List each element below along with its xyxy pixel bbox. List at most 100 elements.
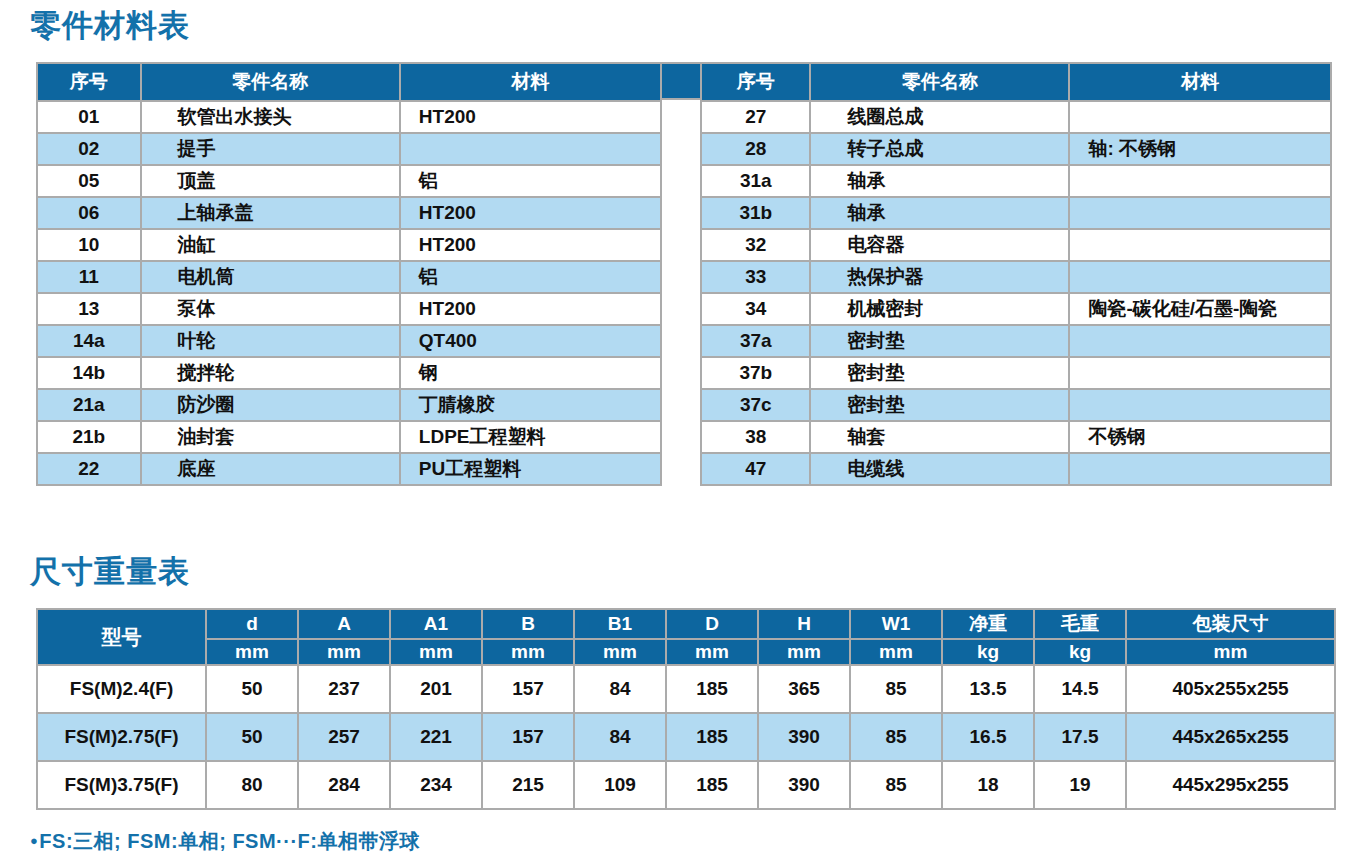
part-name-cell: 密封垫	[810, 389, 1069, 421]
table-row: 11电机筒铝	[37, 261, 661, 293]
unit-cell: mm	[850, 639, 942, 665]
header-row: 序号 零件名称 材料	[701, 63, 1331, 101]
table-row: 01软管出水接头HT200	[37, 101, 661, 133]
col-header-package-size: 包装尺寸	[1126, 609, 1335, 639]
part-material-cell: HT200	[400, 197, 661, 229]
table-row: FS(M)2.4(F) 50 237 201 157 84 185 365 85…	[37, 665, 1335, 713]
value-cell: 185	[666, 761, 758, 809]
part-name-cell: 软管出水接头	[141, 101, 400, 133]
value-cell: 13.5	[942, 665, 1034, 713]
table-row: 27线圈总成	[701, 101, 1331, 133]
part-material-cell: 轴: 不锈钢	[1069, 133, 1331, 165]
part-material-cell	[1069, 389, 1331, 421]
value-cell: 85	[850, 713, 942, 761]
table-row: 22底座PU工程塑料	[37, 453, 661, 485]
value-cell: 19	[1034, 761, 1126, 809]
value-cell: 201	[390, 665, 482, 713]
part-name-cell: 密封垫	[810, 325, 1069, 357]
value-cell: 157	[482, 665, 574, 713]
part-name-cell: 热保护器	[810, 261, 1069, 293]
part-index-cell: 11	[37, 261, 141, 293]
table-row: 28转子总成轴: 不锈钢	[701, 133, 1331, 165]
value-cell: 185	[666, 665, 758, 713]
part-name-cell: 轴承	[810, 197, 1069, 229]
part-index-cell: 31a	[701, 165, 810, 197]
value-cell: 109	[574, 761, 666, 809]
col-header-d: d	[206, 609, 298, 639]
part-index-cell: 05	[37, 165, 141, 197]
col-header-b: B	[482, 609, 574, 639]
unit-cell: mm	[1126, 639, 1335, 665]
col-header-index: 序号	[701, 63, 810, 101]
value-cell: 390	[758, 761, 850, 809]
value-cell: 221	[390, 713, 482, 761]
part-index-cell: 06	[37, 197, 141, 229]
col-header-dd: D	[666, 609, 758, 639]
col-header-h: H	[758, 609, 850, 639]
part-material-cell	[1069, 101, 1331, 133]
table-row: 37a密封垫	[701, 325, 1331, 357]
part-name-cell: 叶轮	[141, 325, 400, 357]
unit-cell: mm	[390, 639, 482, 665]
value-cell: 365	[758, 665, 850, 713]
value-cell: 84	[574, 713, 666, 761]
table-row: 14a叶轮QT400	[37, 325, 661, 357]
table-row: FS(M)3.75(F) 80 284 234 215 109 185 390 …	[37, 761, 1335, 809]
part-material-cell: 钢	[400, 357, 661, 389]
table-row: 06上轴承盖HT200	[37, 197, 661, 229]
value-cell: 85	[850, 761, 942, 809]
part-name-cell: 提手	[141, 133, 400, 165]
part-index-cell: 10	[37, 229, 141, 261]
part-material-cell	[1069, 325, 1331, 357]
col-header-index: 序号	[37, 63, 141, 101]
table-row: 05顶盖铝	[37, 165, 661, 197]
part-material-cell	[1069, 453, 1331, 485]
table-gap	[662, 62, 700, 100]
part-name-cell: 电容器	[810, 229, 1069, 261]
part-material-cell: 不锈钢	[1069, 421, 1331, 453]
part-material-cell: LDPE工程塑料	[400, 421, 661, 453]
unit-cell: mm	[758, 639, 850, 665]
part-name-cell: 上轴承盖	[141, 197, 400, 229]
part-index-cell: 38	[701, 421, 810, 453]
part-index-cell: 21a	[37, 389, 141, 421]
part-material-cell: 陶瓷-碳化硅/石墨-陶瓷	[1069, 293, 1331, 325]
part-name-cell: 电机筒	[141, 261, 400, 293]
unit-cell: kg	[1034, 639, 1126, 665]
table-row: 38轴套不锈钢	[701, 421, 1331, 453]
part-index-cell: 34	[701, 293, 810, 325]
table-row: 31a轴承	[701, 165, 1331, 197]
model-cell: FS(M)2.75(F)	[37, 713, 206, 761]
part-index-cell: 27	[701, 101, 810, 133]
value-cell: 445x265x255	[1126, 713, 1335, 761]
table-row: 32电容器	[701, 229, 1331, 261]
part-name-cell: 泵体	[141, 293, 400, 325]
table-row: 34机械密封陶瓷-碳化硅/石墨-陶瓷	[701, 293, 1331, 325]
table-row: 37c密封垫	[701, 389, 1331, 421]
footnote: ●FS:三相; FSM:单相; FSM···F:单相带浮球	[30, 828, 420, 855]
table-gap-header	[662, 62, 700, 100]
dims-table-title: 尺寸重量表	[30, 551, 190, 593]
unit-cell: mm	[482, 639, 574, 665]
table-row: 10油缸HT200	[37, 229, 661, 261]
part-material-cell	[1069, 261, 1331, 293]
col-header-w1: W1	[850, 609, 942, 639]
col-header-part-name: 零件名称	[810, 63, 1069, 101]
part-name-cell: 搅拌轮	[141, 357, 400, 389]
unit-cell: mm	[666, 639, 758, 665]
table-row: 33热保护器	[701, 261, 1331, 293]
value-cell: 50	[206, 665, 298, 713]
part-material-cell: HT200	[400, 293, 661, 325]
part-index-cell: 37a	[701, 325, 810, 357]
table-row: 47电缆线	[701, 453, 1331, 485]
value-cell: 284	[298, 761, 390, 809]
value-cell: 85	[850, 665, 942, 713]
value-cell: 257	[298, 713, 390, 761]
part-index-cell: 01	[37, 101, 141, 133]
value-cell: 390	[758, 713, 850, 761]
part-index-cell: 14b	[37, 357, 141, 389]
header-row: 序号 零件名称 材料	[37, 63, 661, 101]
table-row: FS(M)2.75(F) 50 257 221 157 84 185 390 8…	[37, 713, 1335, 761]
part-name-cell: 线圈总成	[810, 101, 1069, 133]
part-index-cell: 37b	[701, 357, 810, 389]
